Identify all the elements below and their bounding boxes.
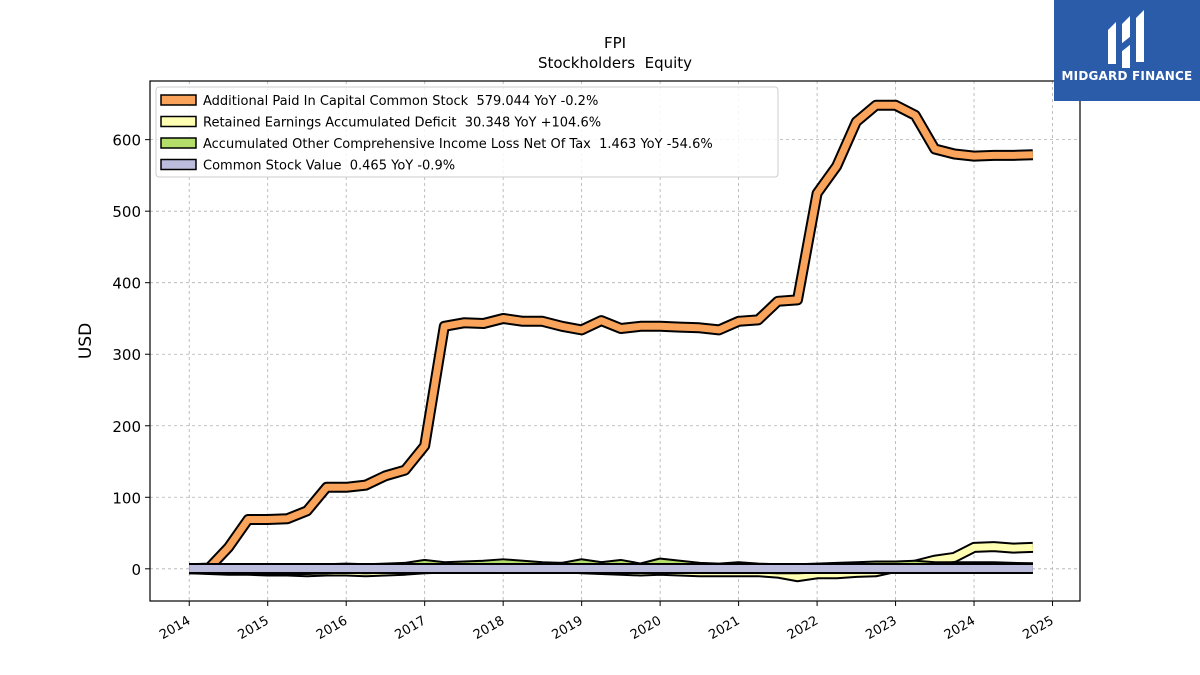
- x-tick-label: 2016: [314, 613, 350, 643]
- x-tick-label: 2018: [471, 613, 507, 643]
- x-tick-label: 2017: [393, 613, 429, 643]
- chart-title: FPI: [604, 34, 626, 52]
- x-tick-label: 2014: [157, 613, 193, 643]
- logo-text: MIDGARD FINANCE: [1061, 69, 1193, 83]
- x-tick-label: 2024: [942, 613, 978, 643]
- y-tick-label: 100: [112, 489, 141, 507]
- y-tick-label: 0: [131, 561, 141, 579]
- chart-subtitle: Stockholders Equity: [538, 54, 692, 72]
- x-tick-label: 2019: [549, 613, 585, 643]
- plot-frame: [149, 80, 1081, 602]
- legend: Additional Paid In Capital Common Stock …: [155, 86, 779, 178]
- x-tick-label: 2015: [236, 613, 272, 643]
- legend-label: Accumulated Other Comprehensive Income L…: [203, 137, 713, 152]
- x-tick-label: 2023: [863, 613, 899, 643]
- x-tick-label: 2022: [785, 613, 821, 643]
- series-line-0: [189, 101, 1034, 573]
- y-tick-label: 500: [112, 203, 141, 221]
- y-tick-label: 400: [112, 275, 141, 293]
- legend-label: Retained Earnings Accumulated Deficit 30…: [203, 116, 601, 131]
- midgard-logo-icon: [1108, 10, 1144, 68]
- logo: MIDGARD FINANCE: [1054, 0, 1200, 101]
- series-lines: [189, 99, 1034, 583]
- legend-swatch: [160, 137, 197, 149]
- x-tick-label: 2021: [706, 613, 742, 643]
- legend-swatch: [160, 158, 197, 171]
- y-tick-label: 200: [112, 418, 141, 436]
- x-tick-label: 2025: [1020, 613, 1056, 643]
- y-axis: 0 100 200 300 400 500 600: [112, 132, 150, 579]
- legend-swatch: [160, 115, 197, 128]
- legend-label: Common Stock Value 0.465 YoY -0.9%: [203, 159, 455, 174]
- y-tick-label: 300: [112, 346, 141, 364]
- y-tick-label: 600: [112, 132, 141, 150]
- y-axis-label: USD: [76, 323, 96, 359]
- x-axis: 2014 2015 2016 2017 2018 2019 2020 2021 2022 2023…: [157, 601, 1057, 643]
- legend-swatch: [160, 94, 197, 106]
- legend-box: [155, 86, 779, 178]
- x-tick-label: 2020: [628, 613, 664, 643]
- legend-label: Additional Paid In Capital Common Stock …: [203, 94, 598, 109]
